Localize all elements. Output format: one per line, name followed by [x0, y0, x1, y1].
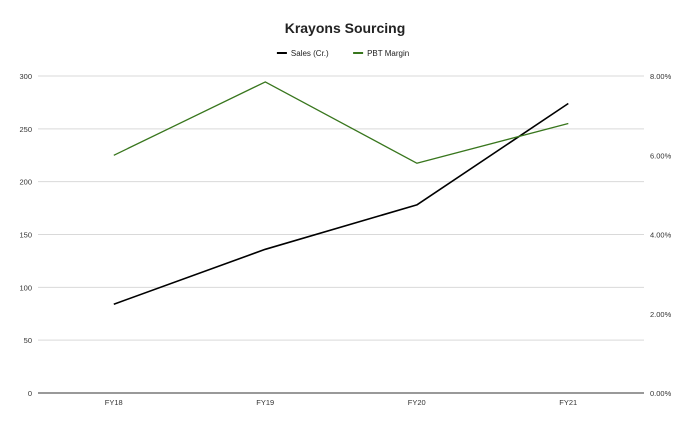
left-tick-label: 100 — [19, 283, 32, 292]
right-tick-label: 2.00% — [650, 310, 672, 319]
series-line — [113, 81, 569, 164]
left-tick-label: 150 — [19, 231, 32, 240]
left-tick-label: 300 — [19, 72, 32, 81]
left-axis-ticks: 0 50 100 150 200 250 300 — [19, 72, 32, 398]
left-tick-label: 0 — [28, 389, 32, 398]
legend-label: PBT Margin — [367, 49, 409, 58]
left-tick-label: 50 — [24, 336, 32, 345]
right-tick-label: 8.00% — [650, 72, 672, 81]
series-layer — [113, 81, 569, 305]
x-tick-label: FY18 — [105, 398, 123, 407]
left-tick-label: 250 — [19, 125, 32, 134]
right-tick-label: 6.00% — [650, 151, 672, 160]
x-axis-ticks: FY18 FY19 FY20 FY21 — [105, 398, 577, 407]
right-axis-ticks: 0.00% 2.00% 4.00% 6.00% 8.00% — [650, 72, 672, 398]
x-tick-label: FY19 — [256, 398, 274, 407]
x-tick-label: FY20 — [408, 398, 426, 407]
legend: Sales (Cr.) PBT Margin — [276, 49, 409, 58]
x-tick-label: FY21 — [559, 398, 577, 407]
right-tick-label: 0.00% — [650, 389, 672, 398]
gridlines — [38, 75, 644, 394]
left-tick-label: 200 — [19, 178, 32, 187]
legend-label: Sales (Cr.) — [291, 49, 329, 58]
series-line — [113, 102, 569, 305]
chart-title: Krayons Sourcing — [285, 20, 406, 36]
right-tick-label: 4.00% — [650, 231, 672, 240]
